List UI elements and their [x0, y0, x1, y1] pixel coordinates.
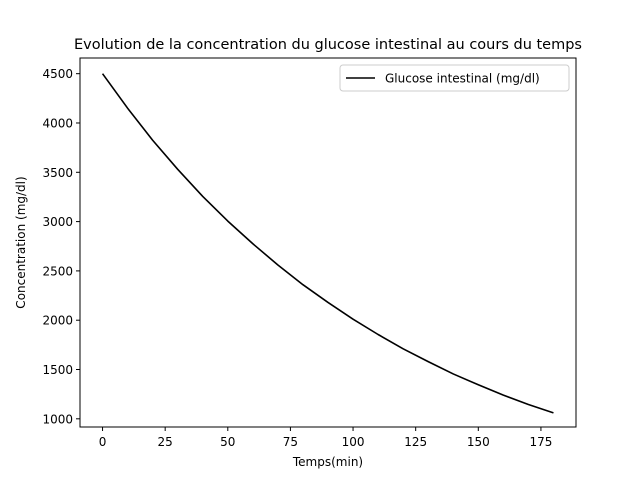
- y-tick-label: 4500: [42, 67, 73, 81]
- y-tick-label: 4000: [42, 116, 73, 130]
- x-tick-label: 0: [99, 435, 107, 449]
- series-layer: [101, 73, 554, 414]
- chart-title: Evolution de la concentration du glucose…: [74, 37, 582, 53]
- y-tick-label: 1500: [42, 363, 73, 377]
- y-tick-label: 2500: [42, 264, 73, 278]
- x-tick-label: 50: [220, 435, 235, 449]
- legend-frame: [339, 64, 570, 92]
- x-tick-label: 125: [404, 435, 427, 449]
- y-tick-label: 3500: [42, 166, 73, 180]
- y-tick-label: 2000: [42, 314, 73, 328]
- x-axis-label: Temps(min): [292, 455, 363, 469]
- legend-label: Glucose intestinal (mg/dl): [385, 72, 540, 86]
- y-axis-label: Concentration (mg/dl): [14, 176, 28, 308]
- x-tick-label: 75: [283, 435, 298, 449]
- x-tick-label: 150: [467, 435, 490, 449]
- y-tick-label: 1000: [42, 412, 73, 426]
- x-tick-label: 175: [529, 435, 552, 449]
- plot-frame: [79, 57, 577, 428]
- x-tick-label: 100: [342, 435, 365, 449]
- y-tick-label: 3000: [42, 215, 73, 229]
- x-axis-ticks: 0 25 50 75 100 125 150 175: [99, 427, 552, 449]
- legend: Glucose intestinal (mg/dl): [339, 64, 570, 92]
- plot-area: [79, 57, 577, 428]
- x-tick-label: 25: [158, 435, 173, 449]
- y-axis-ticks: 1000 1500 2000 2500 3000 3500 4000 4500: [42, 67, 80, 426]
- series-line: [101, 73, 554, 414]
